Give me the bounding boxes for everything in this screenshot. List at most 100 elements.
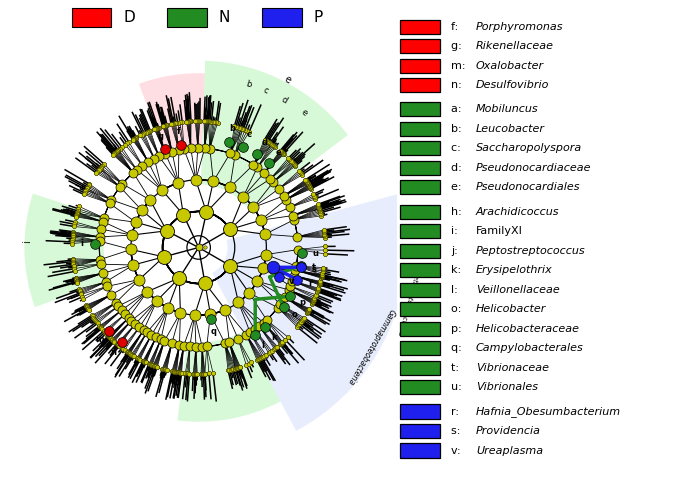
Text: Providencia: Providencia [476,426,541,436]
Text: i: i [22,240,32,243]
FancyBboxPatch shape [399,122,440,136]
Text: m: m [95,336,104,345]
Text: Peptostreptococcus: Peptostreptococcus [476,246,586,256]
Text: c: c [247,130,251,139]
Text: r:: r: [451,406,463,416]
Text: Porphyromonas: Porphyromonas [476,22,563,32]
Text: b:: b: [451,124,466,134]
Text: Erysipelothrix: Erysipelothrix [476,265,553,275]
Text: D: D [123,10,135,25]
Text: Desulfovibrio: Desulfovibrio [476,80,549,90]
Text: q:: q: [451,343,466,353]
Text: u:: u: [451,382,466,393]
Text: b: b [229,124,236,133]
FancyBboxPatch shape [399,102,440,116]
FancyBboxPatch shape [399,424,440,438]
FancyBboxPatch shape [399,263,440,277]
Text: b: b [245,79,253,90]
Text: Oxalobacter: Oxalobacter [476,60,544,71]
Text: i:: i: [451,226,462,236]
FancyBboxPatch shape [399,380,440,395]
Text: Pseudonocardiaceae: Pseudonocardiaceae [476,163,591,173]
Text: Leucobacter: Leucobacter [476,124,545,134]
FancyBboxPatch shape [167,8,207,27]
Wedge shape [25,194,110,307]
Wedge shape [212,248,406,431]
Text: Helicobacter: Helicobacter [476,304,546,314]
Text: r: r [308,279,312,288]
Text: Gammaproteobacteria: Gammaproteobacteria [345,307,396,387]
Text: n: n [110,348,116,357]
Text: Rikenellaceae: Rikenellaceae [476,41,554,51]
Text: Saccharopolyspora: Saccharopolyspora [476,144,582,153]
FancyBboxPatch shape [262,8,302,27]
Text: o:: o: [451,304,465,314]
Text: d: d [279,95,288,105]
Wedge shape [227,194,406,248]
Wedge shape [139,73,205,158]
Text: f: f [177,127,180,137]
Text: n:: n: [451,80,466,90]
Text: Veillonellaceae: Veillonellaceae [476,285,560,295]
Text: l: l [261,342,264,350]
Text: d:: d: [451,163,466,173]
FancyBboxPatch shape [399,161,440,175]
Text: FamilyXI: FamilyXI [476,226,523,236]
Text: Betaproteobacteria: Betaproteobacteria [397,270,420,337]
Text: f:: f: [451,22,462,32]
FancyBboxPatch shape [399,180,440,195]
Text: Ureaplasma: Ureaplasma [476,446,543,455]
Text: i: i [80,239,83,248]
Text: s:: s: [451,426,464,436]
FancyBboxPatch shape [399,19,440,34]
Text: g: g [158,132,164,141]
FancyBboxPatch shape [399,142,440,155]
FancyBboxPatch shape [399,204,440,219]
FancyBboxPatch shape [71,8,111,27]
Text: s: s [312,265,316,274]
Text: Vibrionales: Vibrionales [476,382,538,393]
Wedge shape [201,61,348,209]
FancyBboxPatch shape [399,444,440,457]
Text: m:: m: [451,60,469,71]
FancyBboxPatch shape [399,322,440,336]
FancyBboxPatch shape [399,244,440,258]
Text: e: e [275,148,281,157]
Text: Pseudonocardiales: Pseudonocardiales [476,183,580,193]
Text: l:: l: [451,285,462,295]
Text: c:: c: [451,144,464,153]
Text: o: o [292,310,298,319]
FancyBboxPatch shape [399,404,440,419]
FancyBboxPatch shape [399,283,440,297]
Text: g:: g: [451,41,466,51]
Text: Campylobacterales: Campylobacterales [476,343,584,353]
Text: a:: a: [451,104,465,114]
Text: Vibrionaceae: Vibrionaceae [476,363,549,373]
Text: t: t [312,263,316,272]
Text: h:: h: [451,206,466,217]
Text: e: e [283,74,292,86]
Text: N: N [219,10,230,25]
FancyBboxPatch shape [399,58,440,73]
Text: j:: j: [451,246,462,256]
Text: t:: t: [451,363,463,373]
Text: Mobiluncus: Mobiluncus [476,104,538,114]
Text: k:: k: [451,265,465,275]
Text: p: p [299,298,306,307]
Text: p:: p: [451,324,466,334]
Text: e:: e: [451,183,465,193]
FancyBboxPatch shape [399,302,440,316]
FancyBboxPatch shape [399,224,440,238]
Wedge shape [177,331,280,422]
Text: c: c [262,85,269,96]
Text: q: q [210,328,216,337]
Text: Arachidicoccus: Arachidicoccus [476,206,560,217]
Text: Hafnia_Obesumbacterium: Hafnia_Obesumbacterium [476,406,621,417]
FancyBboxPatch shape [399,341,440,355]
Text: v:: v: [451,446,464,455]
Text: k: k [271,333,277,342]
FancyBboxPatch shape [399,78,440,92]
Text: Helicobacteraceae: Helicobacteraceae [476,324,580,334]
Text: d: d [261,138,267,147]
Text: e: e [299,108,308,118]
